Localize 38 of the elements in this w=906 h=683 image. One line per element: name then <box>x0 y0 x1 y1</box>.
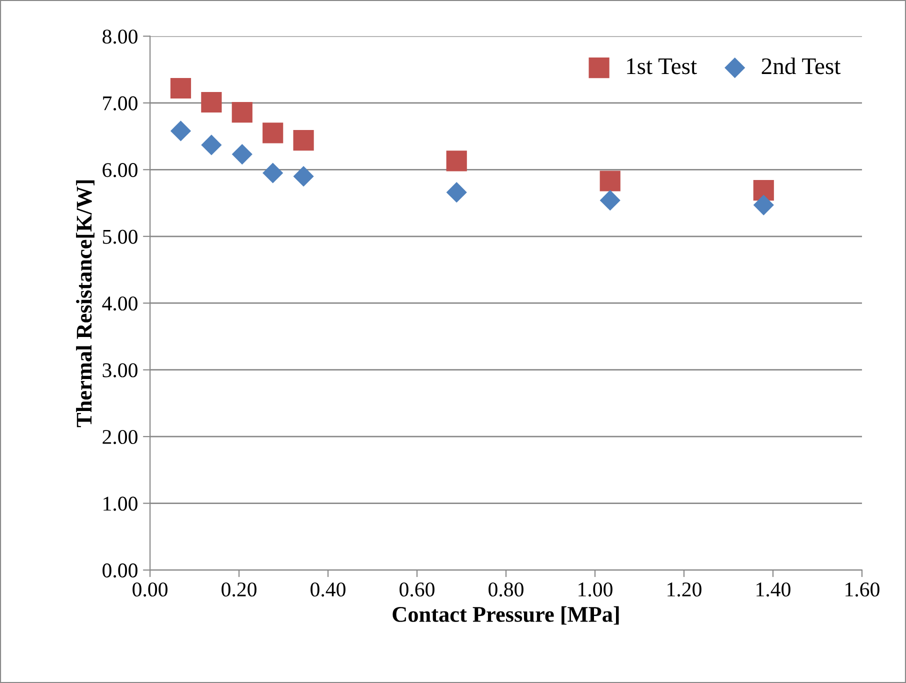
y-tick-label: 7.00 <box>103 96 138 110</box>
point <box>170 120 192 142</box>
point <box>293 166 314 187</box>
x-tick-label: 0.40 <box>310 582 346 597</box>
x-tick-label: 1.40 <box>756 582 790 597</box>
point <box>232 102 252 123</box>
point <box>170 78 192 99</box>
x-tick-label: 0.20 <box>222 582 256 597</box>
point <box>600 170 620 192</box>
y-tick-label: 6.00 <box>102 163 138 178</box>
point <box>753 194 774 216</box>
legend-label: 2nd Test <box>762 58 841 74</box>
point <box>446 150 467 172</box>
x-axis-title: Contact Pressure [MPa] <box>392 606 619 625</box>
y-tick-label: 0.00 <box>102 563 138 578</box>
x-tick-label: 0.80 <box>488 582 524 597</box>
x-tick-label: 1.20 <box>668 582 702 597</box>
point <box>201 134 222 156</box>
point <box>600 190 620 211</box>
point <box>262 162 284 184</box>
y-axis-title: Thermal Resistance[K/W] <box>76 180 94 428</box>
x-tick-label: 1.60 <box>846 582 880 597</box>
point <box>753 180 774 201</box>
x-tick-label: 1.00 <box>578 582 612 597</box>
x-tick-label: 0.60 <box>400 582 434 597</box>
point <box>293 130 314 151</box>
y-tick-label: 5.00 <box>102 230 138 244</box>
point <box>232 144 252 165</box>
legend-label: 1st Test <box>627 58 697 74</box>
point <box>201 92 222 113</box>
point <box>262 122 284 144</box>
y-tick-label: 3.00 <box>102 363 138 378</box>
y-tick-label: 1.00 <box>104 496 138 511</box>
point <box>446 182 467 203</box>
y-tick-label: 2.00 <box>102 430 138 444</box>
y-tick-label: 4.00 <box>102 296 138 311</box>
x-tick-label: 0.00 <box>132 582 168 597</box>
y-tick-label: 8.00 <box>102 30 138 44</box>
